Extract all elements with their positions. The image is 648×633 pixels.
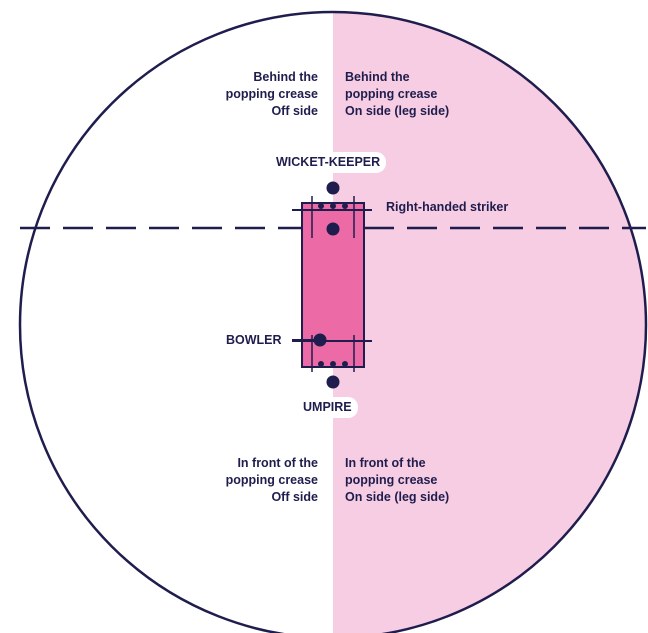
field-boundary: [18, 10, 648, 633]
label-front-on-side: In front of the popping crease On side (…: [345, 455, 449, 506]
label-wicket-keeper: WICKET-KEEPER: [270, 152, 387, 173]
label-line: On side (leg side): [345, 490, 450, 504]
bottom-stump: [318, 361, 324, 367]
label-line: popping crease: [345, 87, 438, 101]
label-line: popping crease: [345, 473, 438, 487]
label-behind-off-side: Behind the popping crease Off side: [226, 69, 318, 120]
label-behind-on-side: Behind the popping crease On side (leg s…: [345, 69, 449, 120]
wicket-keeper-marker: [326, 181, 340, 195]
striker-marker: [326, 222, 340, 236]
label-line: Behind the: [345, 70, 410, 84]
label-line: Off side: [271, 104, 318, 118]
label-line: Off side: [271, 490, 318, 504]
bowler-marker: [313, 333, 327, 347]
label-bowler: BOWLER: [226, 333, 282, 347]
umpire-marker: [326, 375, 340, 389]
label-line: On side (leg side): [345, 104, 450, 118]
label-line: In front of the: [237, 456, 318, 470]
bottom-stump: [342, 361, 348, 367]
label-front-off-side: In front of the popping crease Off side: [226, 455, 318, 506]
label-line: popping crease: [225, 87, 318, 101]
top-stump: [342, 203, 348, 209]
label-striker: Right-handed striker: [386, 200, 509, 214]
top-stump: [330, 203, 336, 209]
label-line: popping crease: [225, 473, 318, 487]
bottom-stump: [330, 361, 336, 367]
top-stump: [318, 203, 324, 209]
label-umpire: UMPIRE: [297, 397, 358, 418]
label-line: In front of the: [345, 456, 426, 470]
label-line: Behind the: [253, 70, 318, 84]
